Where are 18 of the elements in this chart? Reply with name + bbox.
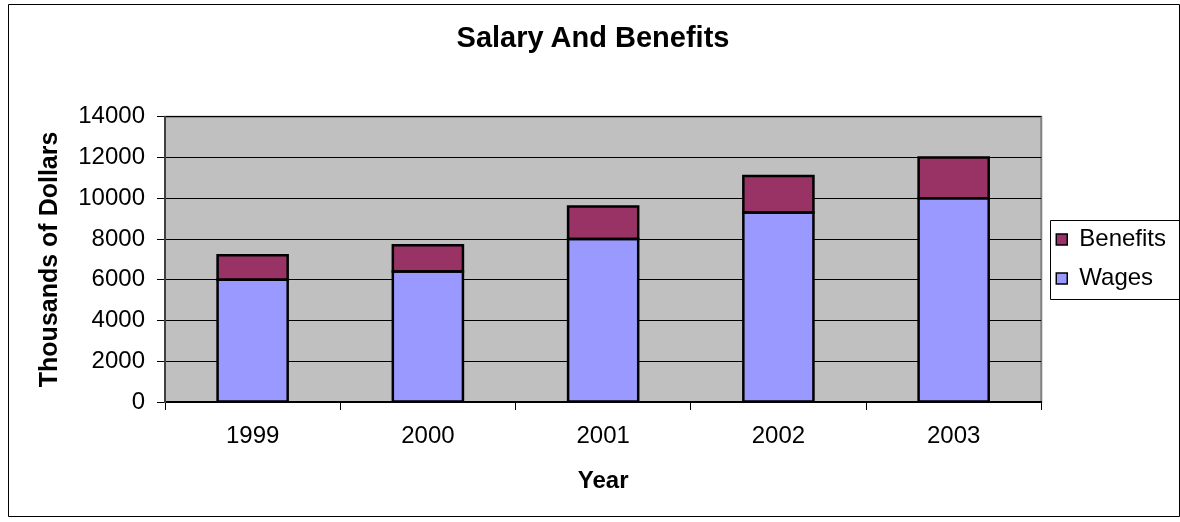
y-tick-label: 14000 [78,101,145,129]
y-tick-label: 8000 [91,223,145,251]
x-tick-label: 2002 [751,421,806,449]
legend-label: Benefits [1079,224,1166,252]
x-tick-label: 2000 [401,421,455,449]
x-tick-label: 2003 [926,421,981,449]
y-tick-label: 4000 [91,305,145,333]
y-axis-title: Thousands of Dollars [33,131,62,388]
y-tick-label: 0 [131,386,145,414]
x-tick-label: 2001 [576,421,630,449]
x-axis-title: Year [577,466,629,494]
y-tick-label: 12000 [78,142,145,170]
x-tick-label: 1999 [225,421,280,449]
legend-label: Wages [1079,263,1154,291]
y-tick-label: 10000 [78,182,145,210]
y-tick-label: 2000 [91,345,145,373]
y-tick-label: 6000 [91,264,145,292]
chart-title: Salary And Benefits [456,21,730,54]
